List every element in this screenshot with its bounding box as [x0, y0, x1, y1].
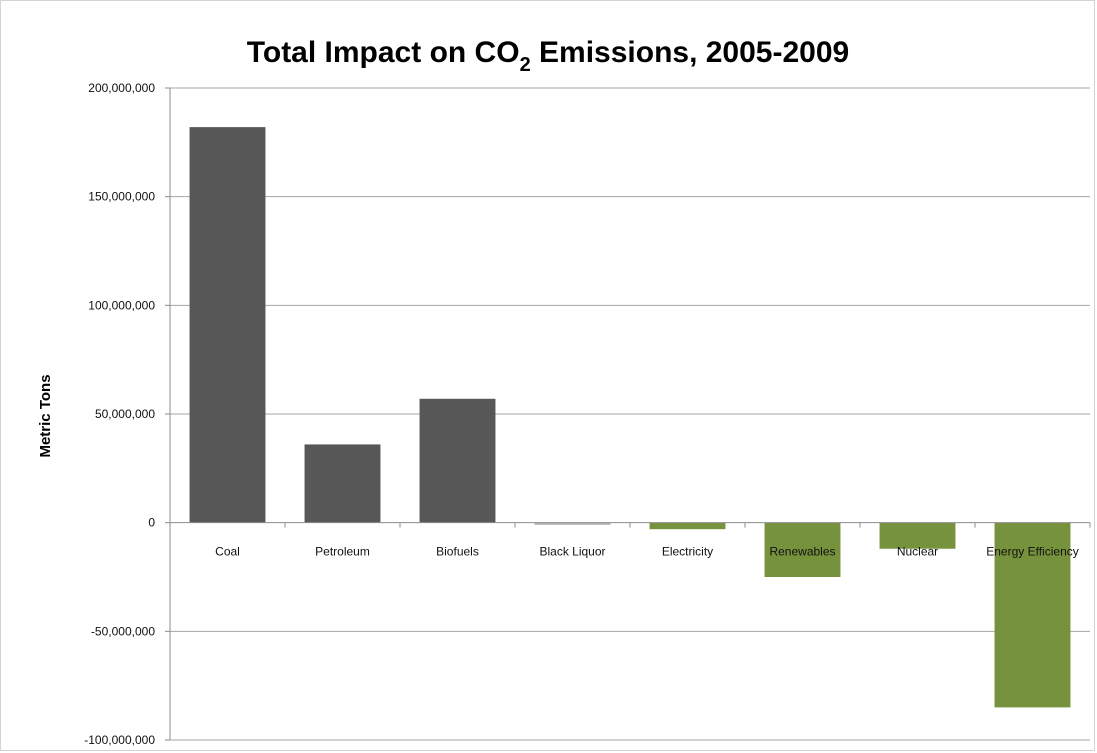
y-axis-title: Metric Tons: [37, 374, 54, 457]
bar-renewables: [764, 522, 841, 577]
y-tick-label: 150,000,000: [88, 190, 155, 204]
category-label: Nuclear: [897, 545, 938, 559]
bar-energy-efficiency: [994, 522, 1071, 708]
y-tick-label: 200,000,000: [88, 81, 155, 95]
y-tick-label: 50,000,000: [95, 407, 155, 421]
category-label: Energy Efficiency: [986, 545, 1079, 559]
bar-petroleum: [304, 444, 381, 523]
category-label: Renewables: [769, 545, 835, 559]
x-axis: [169, 522, 1091, 528]
chart-title: Total Impact on CO2 Emissions, 2005-2009: [247, 36, 849, 76]
category-label: Black Liquor: [539, 545, 605, 559]
chart-title-main: Total Impact on CO: [247, 36, 520, 69]
y-tick-label: -100,000,000: [84, 733, 155, 747]
category-label: Coal: [215, 545, 240, 559]
bar-electricity: [649, 522, 726, 530]
category-label: Biofuels: [436, 545, 479, 559]
y-tick-label: -50,000,000: [91, 624, 155, 638]
chart-title-subscript: 2: [520, 54, 531, 76]
gridlines: [170, 87, 1090, 741]
y-axis-ticks: 200,000,000 150,000,000 100,000,000 50,000,…: [84, 81, 171, 747]
category-labels: Coal Petroleum Biofuels Black Liquor Electri…: [215, 545, 1079, 559]
bar-nuclear: [879, 522, 956, 549]
bar-coal: [189, 127, 266, 523]
bars: [189, 127, 1071, 708]
category-label: Electricity: [662, 545, 713, 559]
bar-biofuels: [419, 398, 496, 523]
category-label: Petroleum: [315, 545, 370, 559]
y-tick-label: 0: [148, 516, 155, 530]
y-tick-label: 100,000,000: [88, 298, 155, 312]
chart-title-suffix: Emissions, 2005-2009: [531, 36, 850, 69]
bar-black-liquor: [534, 522, 611, 525]
